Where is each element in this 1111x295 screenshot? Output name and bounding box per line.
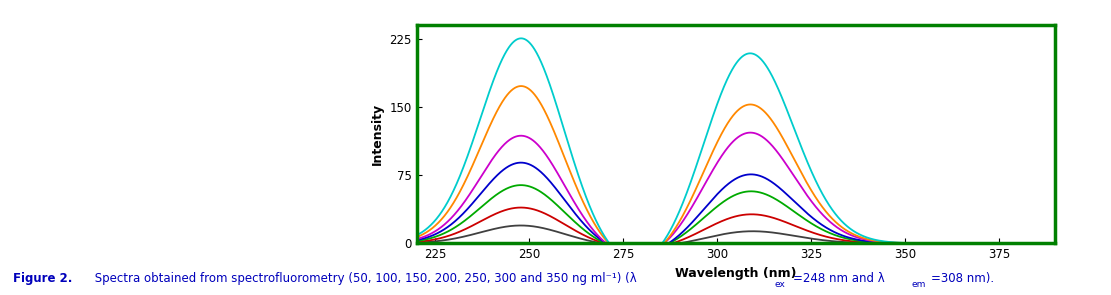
Text: =248 nm and λ: =248 nm and λ xyxy=(793,272,885,285)
Y-axis label: Intensity: Intensity xyxy=(371,103,383,165)
Text: Spectra obtained from spectrofluorometry (50, 100, 150, 200, 250, 300 and 350 ng: Spectra obtained from spectrofluorometry… xyxy=(91,272,637,285)
Text: ex: ex xyxy=(774,280,785,289)
Text: em: em xyxy=(911,280,925,289)
Text: =308 nm).: =308 nm). xyxy=(931,272,994,285)
X-axis label: Wavelength (nm): Wavelength (nm) xyxy=(675,267,797,280)
Text: Figure 2.: Figure 2. xyxy=(13,272,72,285)
